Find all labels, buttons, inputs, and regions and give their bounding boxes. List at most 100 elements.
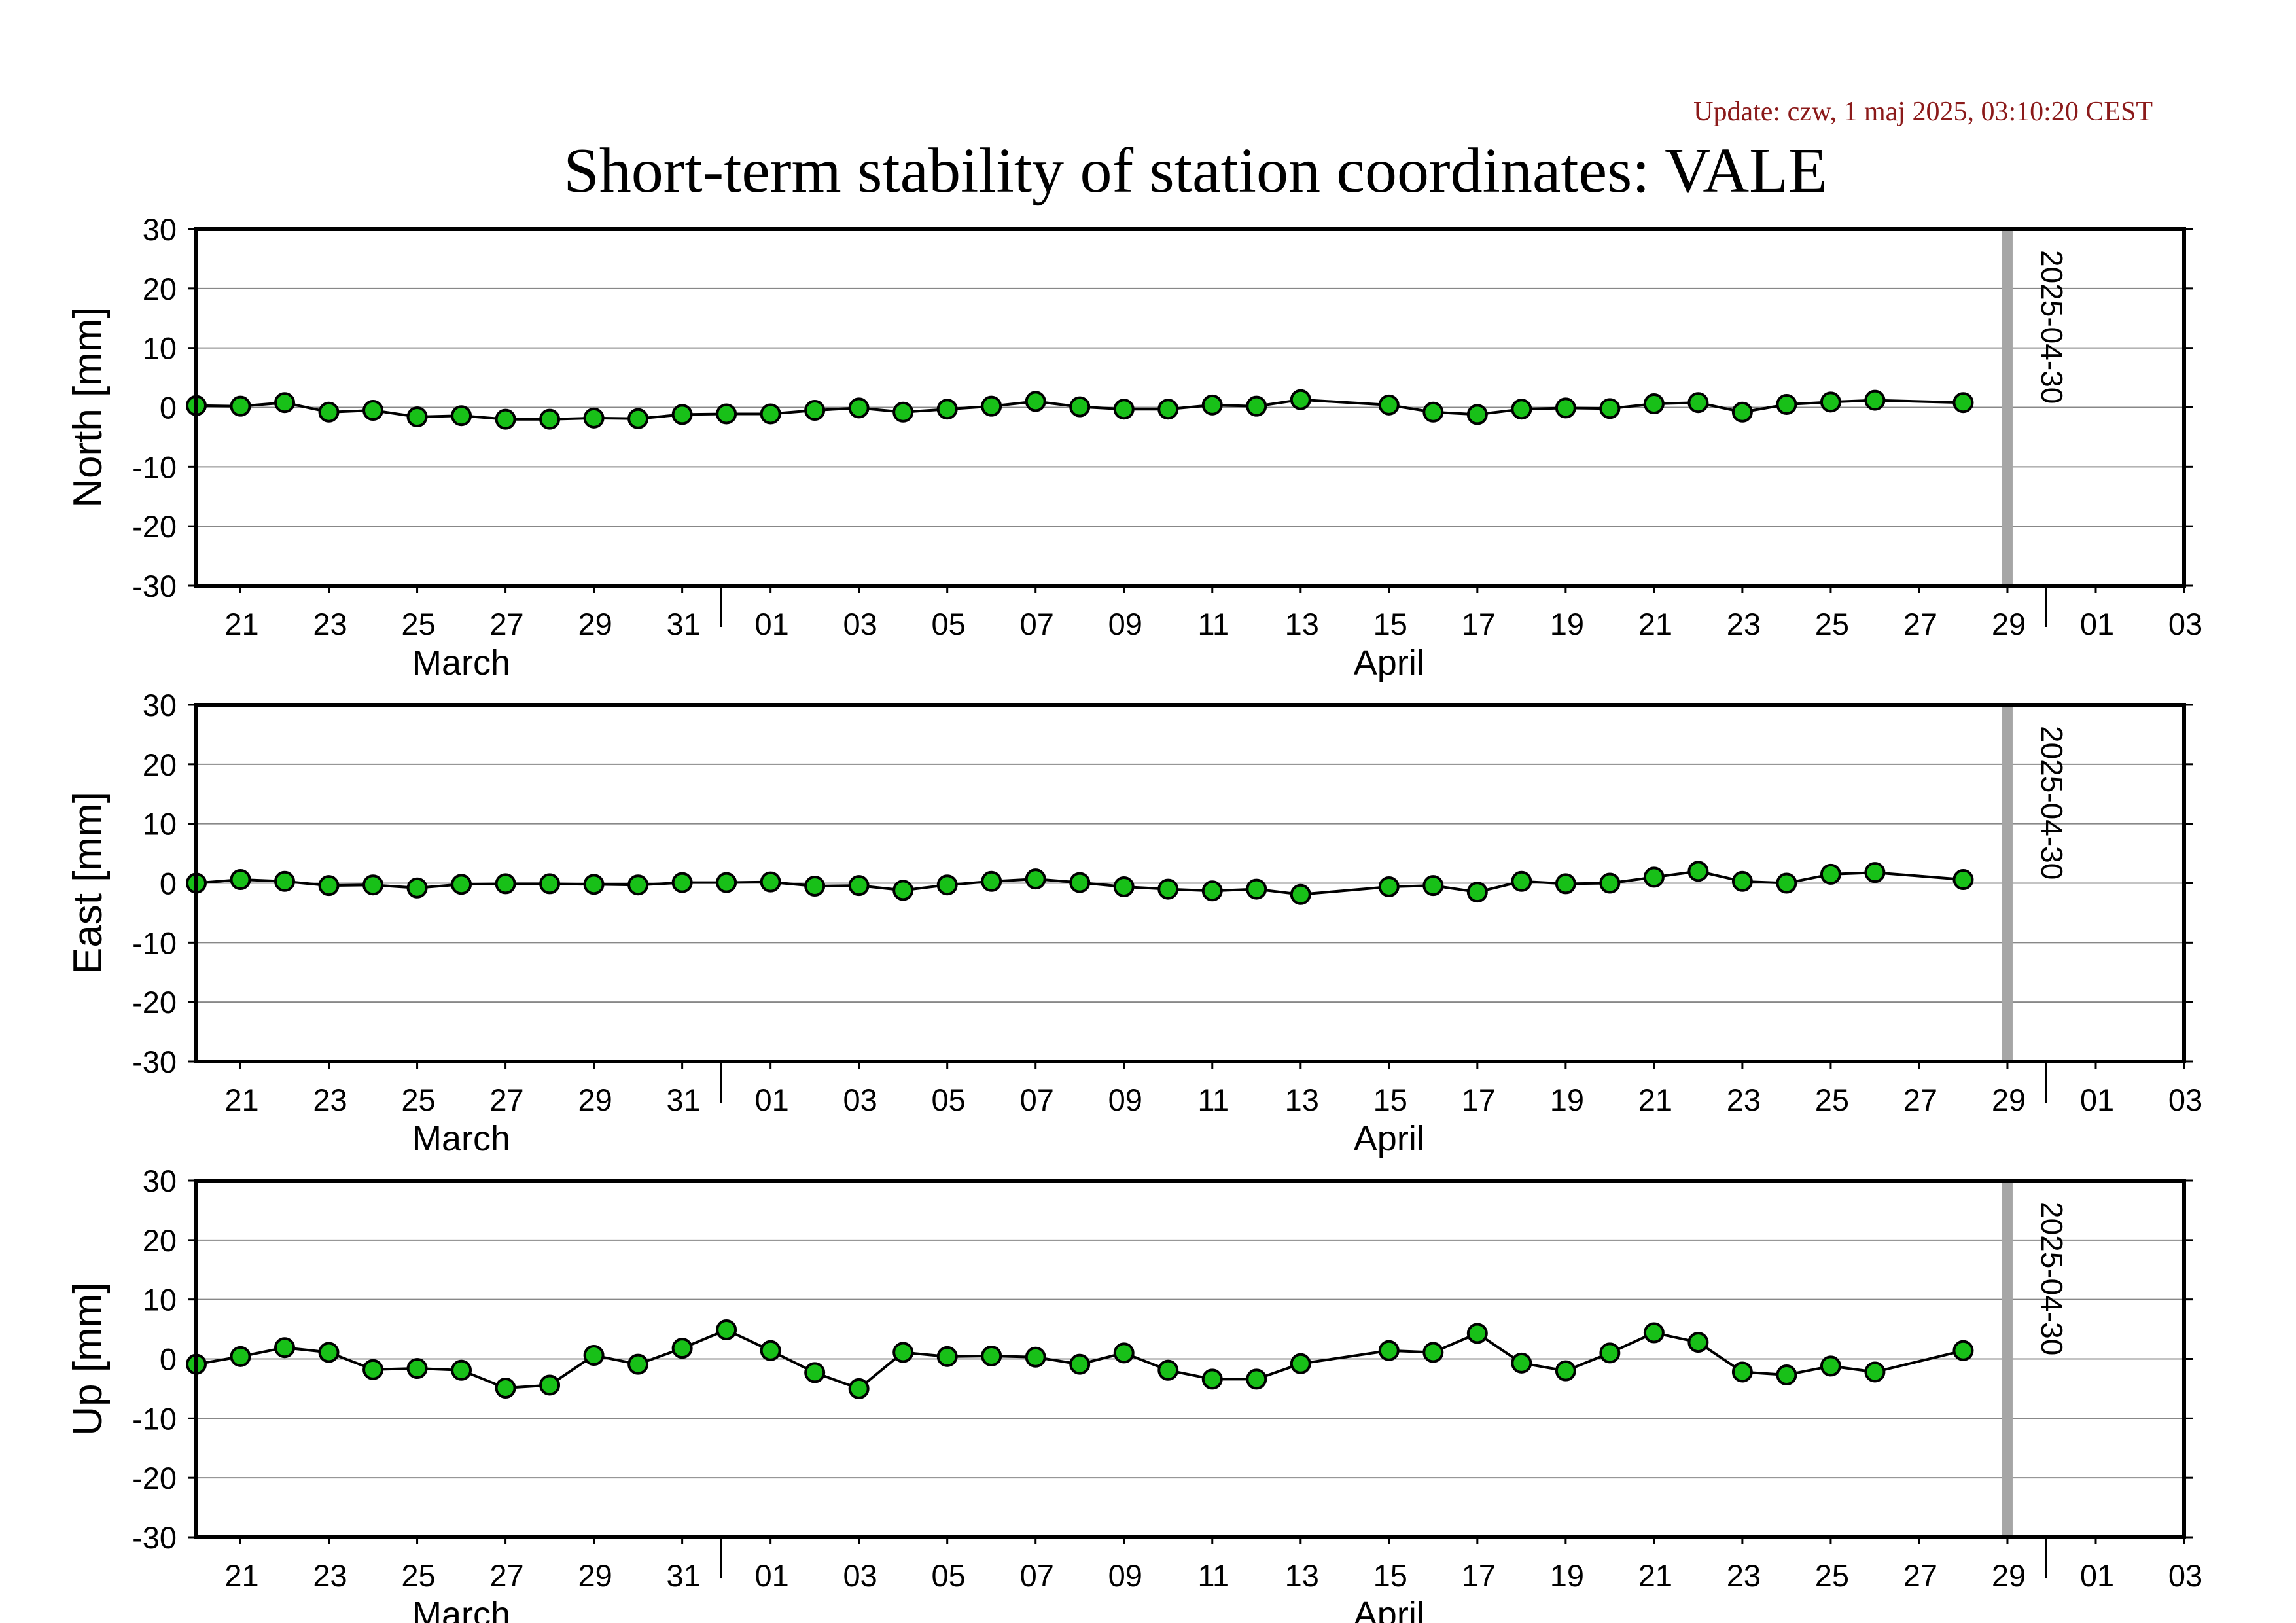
month-label: April bbox=[1354, 643, 1424, 683]
data-point bbox=[848, 875, 870, 897]
x-tick-label: 01 bbox=[2080, 1082, 2114, 1117]
x-tick-label: 13 bbox=[1285, 607, 1319, 641]
data-point bbox=[451, 1359, 472, 1381]
data-point bbox=[892, 1342, 914, 1363]
data-point bbox=[406, 406, 428, 428]
data-point bbox=[362, 1359, 384, 1380]
x-tick-label: 23 bbox=[313, 1558, 347, 1593]
y-tick-label: 20 bbox=[143, 747, 177, 782]
x-tick-label: 29 bbox=[1992, 1082, 2026, 1117]
data-point bbox=[1687, 392, 1709, 414]
x-tick-label: 15 bbox=[1373, 607, 1407, 641]
data-point bbox=[804, 400, 826, 421]
data-point bbox=[1864, 389, 1886, 411]
data-point bbox=[362, 400, 384, 421]
data-point bbox=[1246, 395, 1267, 417]
data-point bbox=[981, 1345, 1002, 1366]
x-tick-label: 07 bbox=[1020, 607, 1054, 641]
x-tick-label: 29 bbox=[578, 1558, 612, 1593]
data-point bbox=[274, 392, 296, 414]
y-axis-label: North [mm] bbox=[65, 307, 111, 508]
data-point bbox=[318, 401, 340, 423]
data-point bbox=[627, 408, 649, 429]
x-tick-label: 01 bbox=[755, 1082, 789, 1117]
data-point bbox=[583, 407, 605, 429]
data-point bbox=[1599, 872, 1621, 894]
panel-3: 30 20 10 0 -10 -20 -30 2025-04-30 21 23 25 27 29 31 01… bbox=[65, 1164, 2202, 1623]
x-tick-label: 07 bbox=[1020, 1558, 1054, 1593]
data-point bbox=[936, 874, 958, 896]
data-point bbox=[1511, 399, 1532, 420]
data-point bbox=[1422, 1342, 1444, 1363]
x-tick-label: 23 bbox=[313, 607, 347, 641]
x-tick-label: 25 bbox=[1815, 607, 1849, 641]
x-tick-label: 11 bbox=[1197, 607, 1229, 641]
x-tick-label: 01 bbox=[755, 1558, 789, 1593]
data-point bbox=[495, 873, 516, 895]
y-tick-label: -20 bbox=[132, 1461, 177, 1495]
x-tick-label: 17 bbox=[1462, 1558, 1496, 1593]
x-tick-label: 27 bbox=[489, 607, 523, 641]
data-point bbox=[539, 408, 561, 430]
data-point bbox=[539, 1374, 561, 1396]
x-tick-label: 03 bbox=[2168, 1082, 2202, 1117]
data-point bbox=[1113, 399, 1135, 420]
data-point bbox=[1820, 863, 1841, 885]
x-tick-label: 25 bbox=[401, 1558, 435, 1593]
data-point bbox=[1466, 404, 1488, 425]
x-tick-label: 05 bbox=[932, 607, 966, 641]
x-tick-label: 27 bbox=[1903, 607, 1937, 641]
data-point bbox=[627, 874, 649, 896]
y-tick-label: -30 bbox=[132, 1044, 177, 1079]
x-tick-label: 13 bbox=[1285, 1082, 1319, 1117]
data-point bbox=[406, 877, 428, 899]
x-tick-label: 11 bbox=[1197, 1082, 1229, 1117]
data-point bbox=[230, 395, 251, 417]
data-point bbox=[1422, 401, 1444, 423]
data-point bbox=[1687, 861, 1709, 882]
data-point bbox=[1952, 392, 1974, 414]
x-tick-label: 25 bbox=[1815, 1558, 1849, 1593]
month-label: March bbox=[412, 1119, 510, 1158]
month-label: March bbox=[412, 643, 510, 683]
data-point bbox=[671, 404, 693, 425]
data-point bbox=[1511, 1352, 1532, 1374]
y-tick-label: 0 bbox=[160, 391, 177, 425]
data-point bbox=[1201, 1368, 1223, 1390]
marked-date-label: 2025-04-30 bbox=[2035, 250, 2069, 404]
data-point bbox=[1157, 399, 1179, 420]
data-point bbox=[1952, 1340, 1974, 1361]
data-point bbox=[1864, 862, 1886, 883]
y-tick-label: 0 bbox=[160, 1342, 177, 1377]
x-tick-label: 09 bbox=[1108, 1082, 1142, 1117]
data-point bbox=[230, 1346, 251, 1367]
y-tick-label: 20 bbox=[143, 272, 177, 306]
data-point bbox=[451, 405, 472, 427]
x-tick-label: 21 bbox=[1638, 1558, 1672, 1593]
data-point bbox=[1025, 391, 1046, 412]
x-tick-label: 21 bbox=[1638, 1082, 1672, 1117]
plot-frame bbox=[194, 703, 2186, 1063]
data-point bbox=[1113, 876, 1135, 897]
data-point bbox=[1201, 394, 1223, 416]
data-point bbox=[1422, 875, 1444, 897]
data-point bbox=[495, 1378, 516, 1399]
x-tick-label: 31 bbox=[666, 1082, 700, 1117]
data-point bbox=[1290, 389, 1311, 410]
x-tick-label: 21 bbox=[224, 607, 258, 641]
data-point bbox=[892, 401, 914, 423]
data-point bbox=[274, 1337, 296, 1359]
y-tick-label: -10 bbox=[132, 1401, 177, 1436]
y-axis-label: Up [mm] bbox=[65, 1282, 111, 1435]
data-point bbox=[1731, 1361, 1753, 1383]
x-tick-label: 07 bbox=[1020, 1082, 1054, 1117]
x-tick-label: 21 bbox=[1638, 607, 1672, 641]
data-point bbox=[1599, 398, 1621, 419]
data-point bbox=[892, 880, 914, 901]
y-tick-label: 30 bbox=[143, 1164, 177, 1198]
y-tick-label: 0 bbox=[160, 866, 177, 901]
x-tick-label: 29 bbox=[1992, 607, 2026, 641]
data-point bbox=[671, 1338, 693, 1359]
data-point bbox=[1820, 391, 1841, 413]
data-point bbox=[981, 870, 1002, 892]
